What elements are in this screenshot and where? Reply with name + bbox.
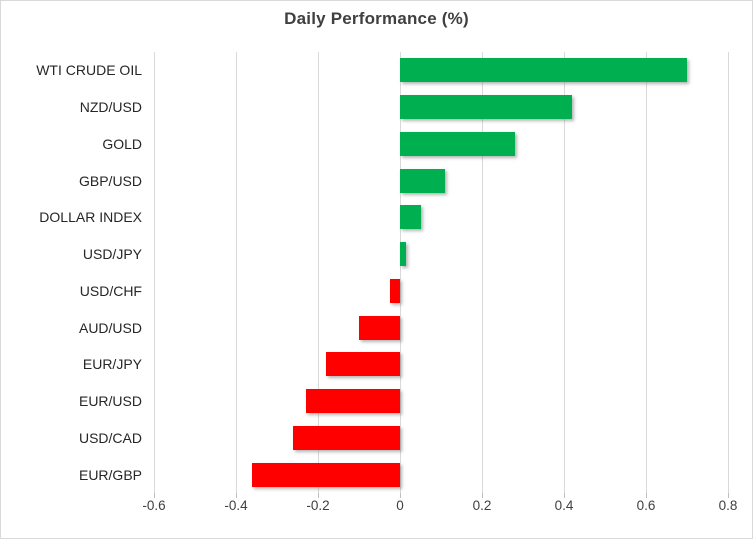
bar-nzd-usd	[400, 95, 573, 120]
chart-title: Daily Performance (%)	[284, 9, 469, 28]
category-label-usd-cad: USD/CAD	[78, 429, 142, 446]
x-axis-label: -0.6	[142, 498, 166, 513]
bar-wti-crude-oil	[400, 58, 687, 83]
axis-tick	[482, 493, 483, 498]
bar-row	[154, 199, 728, 236]
bar-row	[154, 236, 728, 273]
bar-row	[154, 89, 728, 126]
bar-gold	[400, 131, 515, 156]
gridline-x--0.2	[318, 52, 319, 493]
gridline-x--0.6	[154, 52, 155, 493]
bar-row	[154, 273, 728, 310]
gridline-x-0.2	[482, 52, 483, 493]
bar-row	[154, 52, 728, 89]
gridline-x-0.8	[728, 52, 729, 493]
bar-dollar-index	[400, 205, 421, 230]
gridline-x-0	[400, 52, 401, 493]
bar-usd-chf	[389, 278, 400, 303]
bar-row	[154, 383, 728, 420]
category-label-eur-gbp: EUR/GBP	[78, 466, 142, 483]
gridline-x-0.4	[564, 52, 565, 493]
category-label-eur-jpy: EUR/JPY	[82, 356, 142, 373]
x-axis-label: 0	[396, 498, 404, 513]
bar-row	[154, 456, 728, 493]
x-axis-label: 0.2	[472, 498, 492, 513]
category-label-usd-chf: USD/CHF	[79, 282, 142, 299]
category-label-gold: GOLD	[102, 135, 142, 152]
bar-row	[154, 309, 728, 346]
bar-usd-cad	[293, 425, 400, 450]
bar-gbp-usd	[400, 168, 446, 193]
category-label-nzd-usd: NZD/USD	[79, 99, 142, 116]
category-label-dollar-index: DOLLAR INDEX	[39, 209, 142, 226]
gridline-x-0.6	[646, 52, 647, 493]
bar-usd-jpy	[400, 242, 407, 267]
category-label-eur-usd: EUR/USD	[78, 393, 142, 410]
category-axis: WTI CRUDE OIL NZD/USD GOLD GBP/USD DOLLAR IN…	[1, 52, 142, 493]
category-label-usd-jpy: USD/JPY	[82, 246, 142, 263]
bar-series	[154, 52, 728, 493]
bar-row	[154, 420, 728, 457]
axis-tick	[564, 493, 565, 498]
axis-tick	[236, 493, 237, 498]
bar-row	[154, 346, 728, 383]
plot-area	[154, 52, 729, 498]
x-axis-label: 0.8	[718, 498, 738, 513]
axis-tick	[318, 493, 319, 498]
axis-tick	[646, 493, 647, 498]
axis-tick	[728, 493, 729, 498]
bar-row	[154, 126, 728, 163]
category-label-aud-usd: AUD/USD	[78, 319, 142, 336]
bar-row	[154, 162, 728, 199]
x-axis-label: -0.4	[224, 498, 248, 513]
bar-eur-gbp	[252, 462, 400, 487]
gridline-x--0.4	[236, 52, 237, 493]
x-axis-label: 0.6	[636, 498, 656, 513]
category-label-gbp-usd: GBP/USD	[78, 172, 142, 189]
category-label-wti-crude-oil: WTI CRUDE OIL	[36, 62, 142, 79]
axis-tick	[400, 493, 401, 498]
x-axis-label: 0.4	[554, 498, 574, 513]
bar-eur-usd	[305, 389, 400, 414]
value-axis: -0.6 -0.4 -0.2 0 0.2 0.4 0.6 0.8	[142, 498, 737, 518]
axis-tick	[154, 493, 155, 498]
bar-aud-usd	[359, 315, 400, 340]
x-axis-label: -0.2	[306, 498, 330, 513]
bar-eur-jpy	[326, 352, 400, 377]
